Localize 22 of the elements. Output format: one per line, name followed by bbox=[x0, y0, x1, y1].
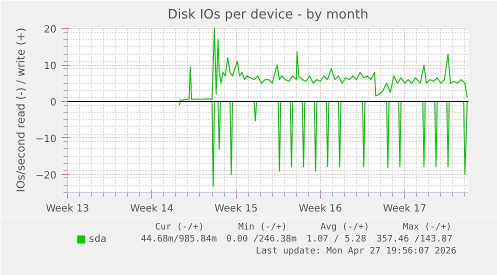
y-tick-label: −20 bbox=[35, 170, 57, 182]
y-tick-label: 10 bbox=[44, 61, 57, 72]
y-tick-label: 0 bbox=[50, 97, 57, 108]
y-tick-label: −10 bbox=[35, 134, 57, 145]
text: Avg (-/+) bbox=[320, 222, 370, 232]
x-tick-label: Week 14 bbox=[130, 204, 174, 214]
legend-label: sda bbox=[88, 234, 107, 245]
text: Max (-/+) bbox=[402, 222, 452, 232]
x-tick-label: Week 16 bbox=[298, 204, 342, 214]
text: Last update: Mon Apr 27 19:56:07 2026 bbox=[256, 246, 456, 256]
text: 357.46 /143.87 bbox=[376, 234, 452, 244]
x-tick-label: Week 17 bbox=[383, 204, 426, 214]
text: 0.00 /246.38m bbox=[226, 234, 297, 244]
text: 1.07 / 5.28 bbox=[306, 234, 366, 244]
x-tick-label: Week 15 bbox=[214, 204, 258, 214]
text: 44.68m/985.84m bbox=[140, 234, 217, 244]
text: Min (-/+) bbox=[238, 222, 287, 232]
y-axis-title: IOs/second read (-) / write (+) bbox=[14, 28, 28, 192]
chart-title: Disk IOs per device - by month bbox=[168, 8, 368, 22]
x-tick-label: Week 13 bbox=[46, 204, 90, 214]
y-tick-label: 20 bbox=[44, 24, 57, 36]
text: Cur (-/+) bbox=[155, 222, 204, 232]
